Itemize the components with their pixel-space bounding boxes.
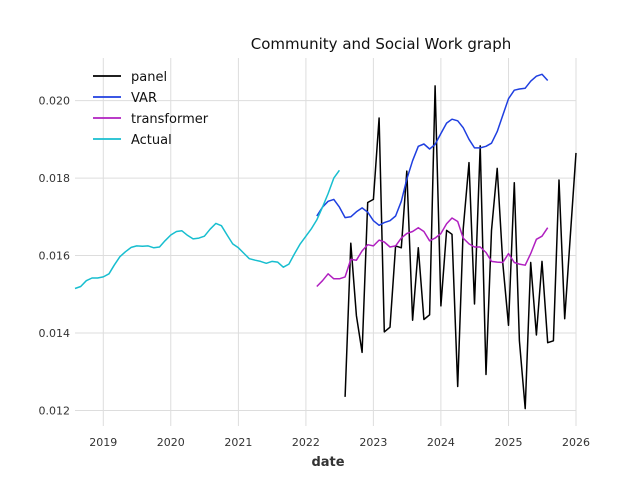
- chart-title: Community and Social Work graph: [251, 35, 511, 53]
- series-line-transformer: [316, 217, 549, 288]
- x-tick-label: 2022: [292, 436, 320, 449]
- x-tick-label: 2025: [495, 436, 523, 449]
- x-tick-label: 2021: [224, 436, 252, 449]
- x-tick-label: 2024: [427, 436, 455, 449]
- x-tick-label: 2026: [562, 436, 590, 449]
- series-line-panel: [344, 85, 577, 410]
- x-tick-label: 2020: [157, 436, 185, 449]
- y-tick-label: 0.020: [39, 95, 71, 108]
- series-lines: [74, 73, 577, 410]
- legend-label-panel: panel: [131, 70, 167, 85]
- series-line-var: [316, 73, 549, 227]
- legend: panel VAR transformer Actual: [93, 70, 209, 148]
- x-tick-label: 2023: [359, 436, 387, 449]
- x-axis-label: date: [311, 455, 344, 470]
- y-tick-label: 0.012: [39, 405, 71, 418]
- x-tick-label: 2019: [89, 436, 117, 449]
- legend-label-actual: Actual: [131, 133, 172, 148]
- y-tick-label: 0.014: [39, 327, 71, 340]
- y-tick-label: 0.018: [39, 172, 71, 185]
- legend-label-var: VAR: [131, 91, 157, 106]
- y-tick-label: 0.016: [39, 250, 71, 263]
- legend-label-transformer: transformer: [131, 112, 209, 127]
- y-axis-ticks: 0.012 0.014 0.016 0.018 0.020: [39, 95, 71, 418]
- series-line-actual: [74, 169, 341, 290]
- grid: [75, 58, 577, 426]
- x-axis-ticks: 2019 2020 2021 2022 2023 2024 2025 2026: [89, 436, 590, 449]
